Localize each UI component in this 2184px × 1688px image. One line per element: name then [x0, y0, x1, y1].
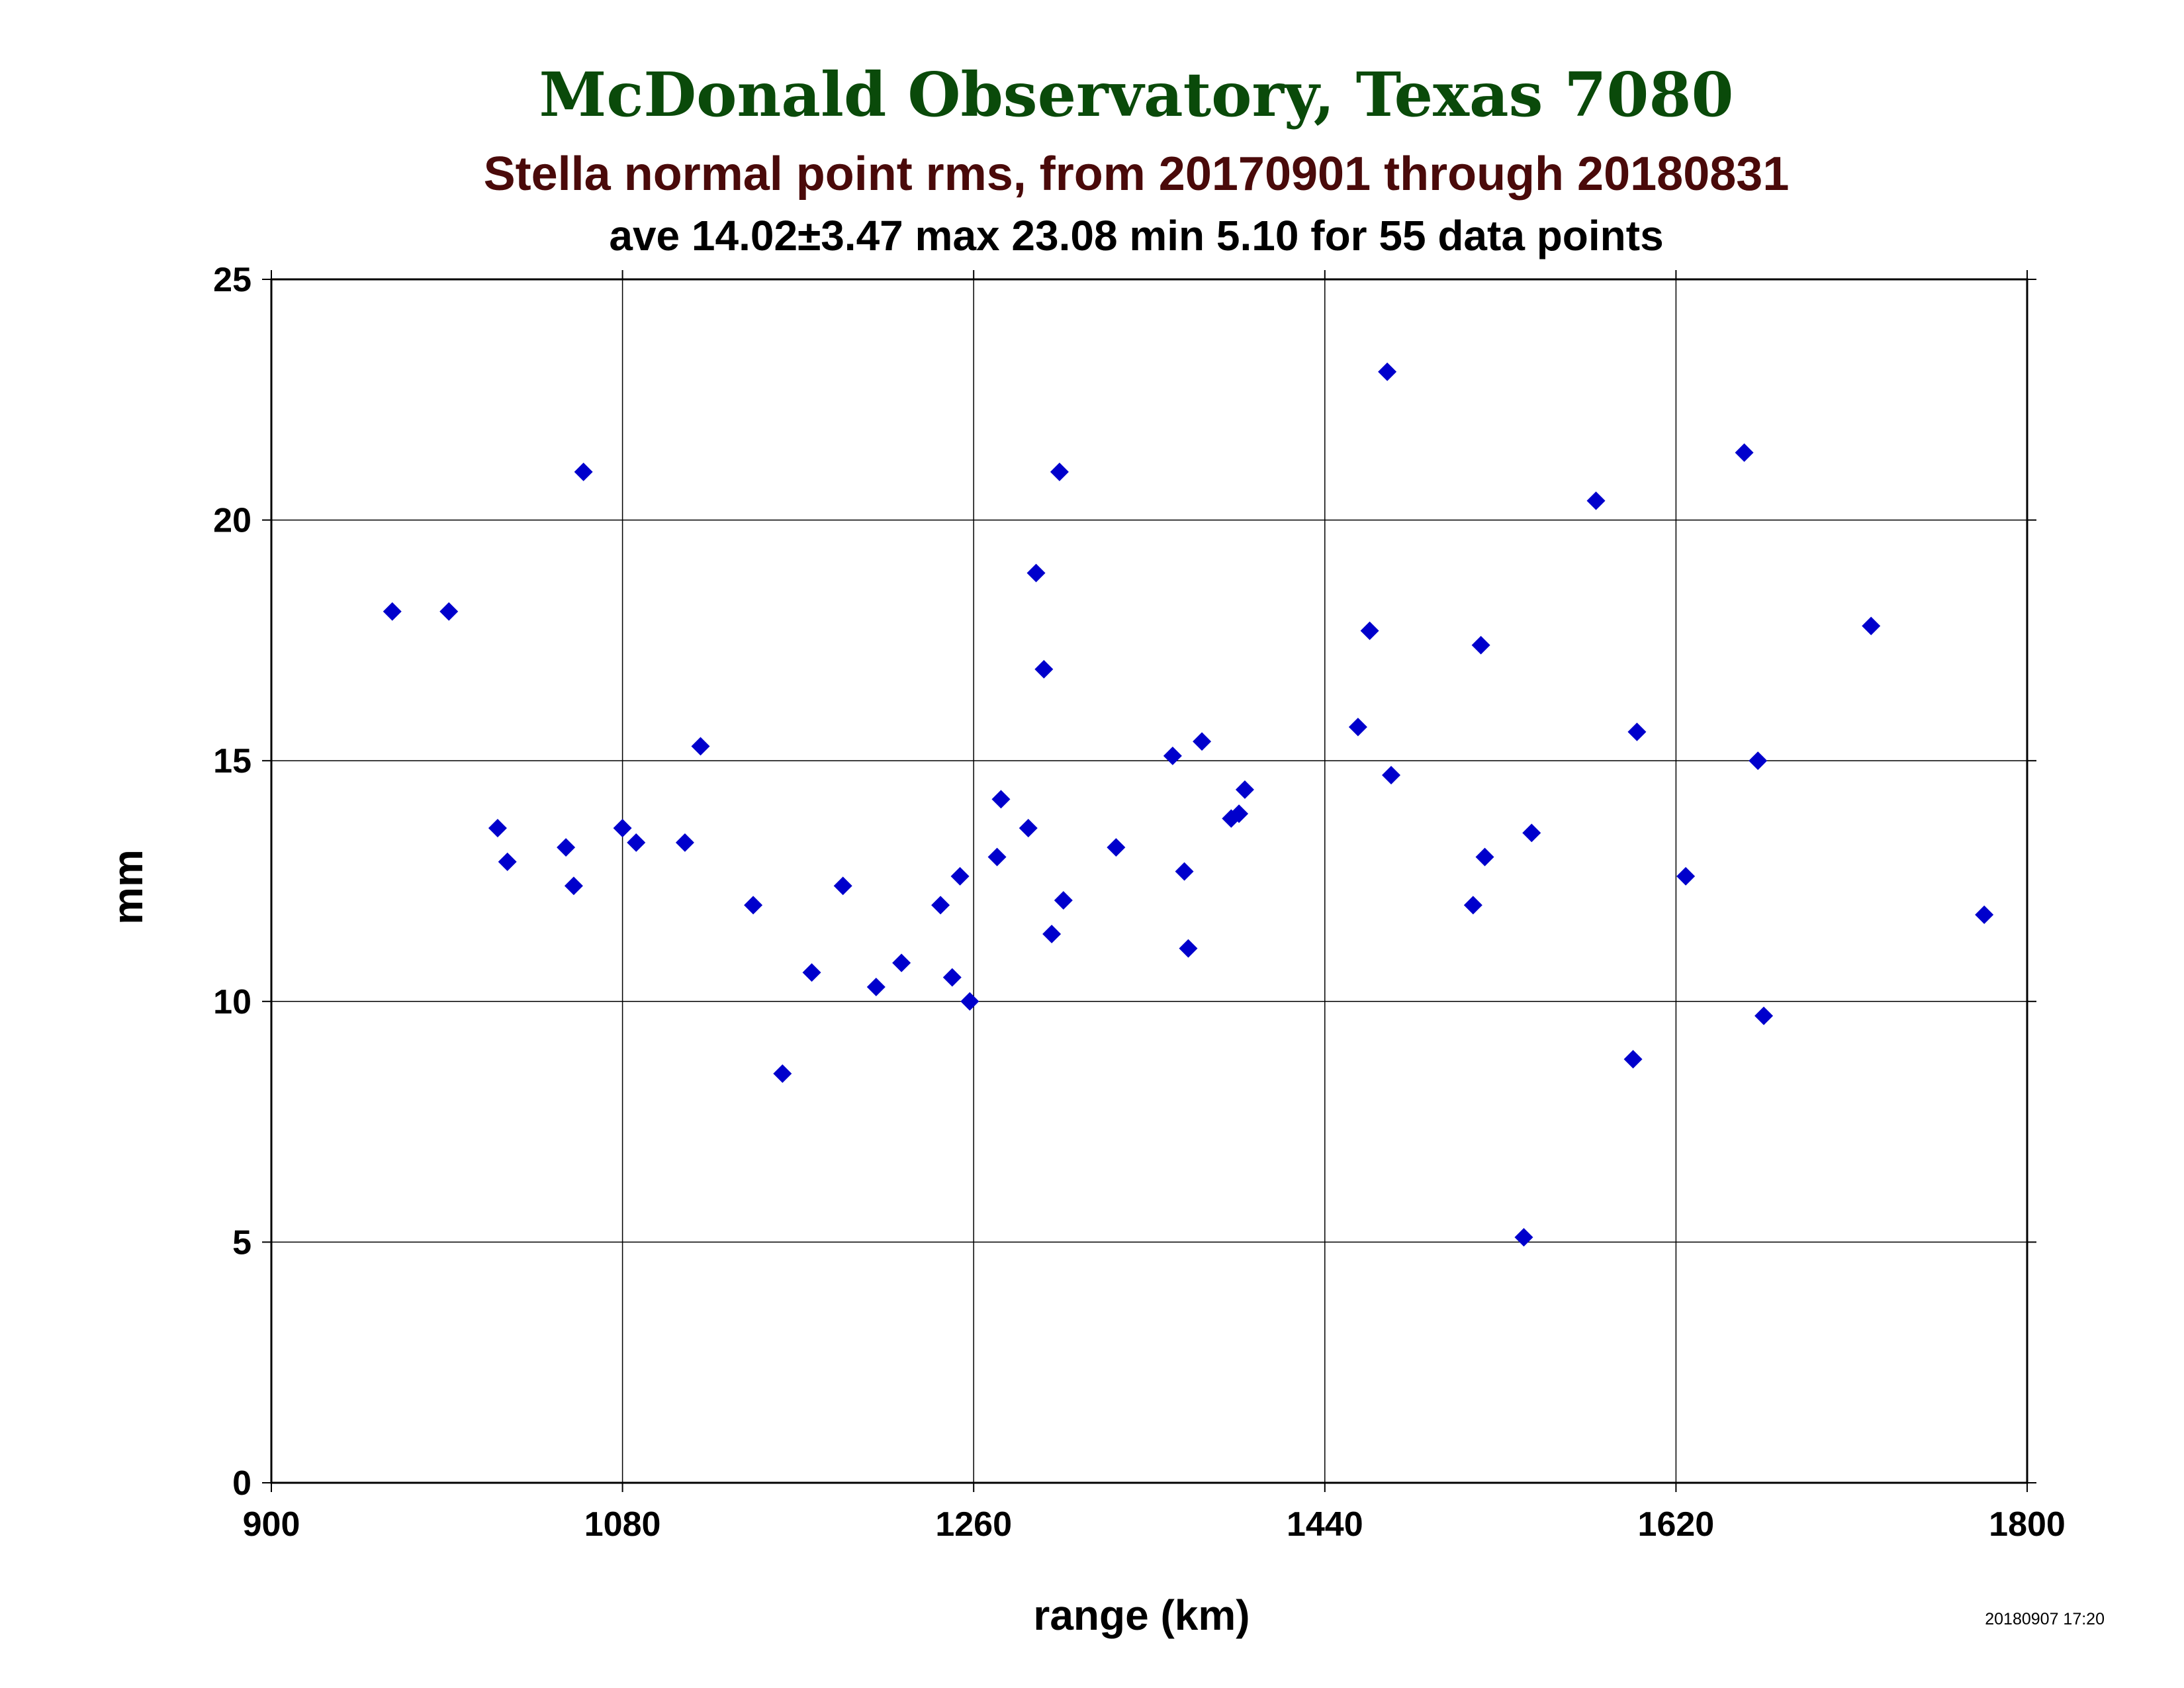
data-point	[942, 968, 962, 987]
data-point	[1348, 718, 1367, 737]
data-point	[1163, 746, 1182, 765]
data-point	[1754, 1006, 1774, 1025]
data-point	[1019, 819, 1038, 838]
data-point	[744, 896, 763, 915]
y-axis-label: mm	[104, 849, 152, 925]
data-point	[773, 1064, 792, 1083]
data-point	[1378, 362, 1397, 381]
data-point	[1179, 939, 1198, 958]
data-point	[1034, 660, 1054, 679]
data-point	[833, 876, 852, 896]
data-point	[574, 462, 593, 481]
data-point	[1230, 804, 1249, 823]
y-tick-label: 10	[213, 983, 251, 1021]
y-tick-label: 0	[232, 1464, 251, 1503]
data-point	[1514, 1228, 1533, 1247]
data-point	[1862, 616, 1881, 635]
data-point	[439, 602, 459, 621]
data-point	[950, 867, 970, 886]
data-point	[1735, 443, 1754, 462]
data-point	[1042, 924, 1062, 943]
x-tick-label: 1260	[935, 1505, 1012, 1544]
data-point	[1235, 780, 1254, 799]
plot-frame	[270, 278, 2028, 1484]
x-tick-label: 1080	[584, 1505, 661, 1544]
data-point	[1050, 462, 1069, 481]
chart-subtitle: Stella normal point rms, from 20170901 t…	[484, 148, 1790, 201]
data-point	[627, 833, 646, 852]
data-point	[1471, 635, 1490, 655]
gridlines	[262, 270, 2036, 1492]
data-point	[675, 833, 694, 852]
data-point	[1522, 823, 1541, 843]
data-point	[1107, 838, 1126, 857]
data-point	[1975, 905, 1994, 924]
data-point	[1026, 563, 1046, 583]
x-tick-label: 900	[243, 1505, 300, 1544]
data-point	[498, 852, 517, 871]
y-tick-label: 15	[213, 742, 251, 780]
data-point	[383, 602, 402, 621]
timestamp: 20180907 17:20	[1985, 1610, 2105, 1628]
data-point	[1627, 722, 1647, 741]
x-tick-label: 1440	[1287, 1505, 1363, 1544]
data-point	[1193, 732, 1212, 751]
data-point	[1463, 896, 1482, 915]
data-point	[488, 819, 507, 838]
data-point	[1054, 891, 1073, 910]
data-point	[1175, 862, 1194, 881]
tick-labels: 900 1080 1260 1440 1620 1800 0 5 10 15 20 25	[213, 261, 2066, 1544]
y-tick-label: 20	[213, 502, 251, 540]
data-point	[892, 953, 911, 972]
data-point	[987, 847, 1007, 867]
data-point	[1623, 1050, 1643, 1069]
data-point	[931, 896, 950, 915]
data-point	[866, 977, 886, 996]
data-points	[383, 362, 1994, 1247]
x-tick-label: 1620	[1638, 1505, 1715, 1544]
data-point	[691, 737, 710, 756]
data-point	[1749, 751, 1768, 771]
data-point	[1382, 766, 1401, 785]
data-point	[557, 838, 576, 857]
data-point	[802, 963, 821, 982]
data-point	[564, 876, 583, 896]
data-point	[991, 790, 1011, 809]
y-tick-label: 25	[213, 261, 251, 299]
data-point	[1586, 491, 1606, 510]
data-point	[1360, 621, 1379, 640]
chart-title: McDonald Observatory, Texas 7080	[539, 59, 1734, 130]
data-point	[960, 992, 979, 1011]
data-point	[1475, 847, 1494, 867]
stats-line: ave 14.02±3.47 max 23.08 min 5.10 for 55…	[609, 212, 1663, 259]
data-point	[613, 819, 632, 838]
x-axis-label: range (km)	[1033, 1591, 1250, 1639]
x-tick-label: 1800	[1989, 1505, 2066, 1544]
y-tick-label: 5	[232, 1223, 251, 1262]
data-point	[1676, 867, 1696, 886]
